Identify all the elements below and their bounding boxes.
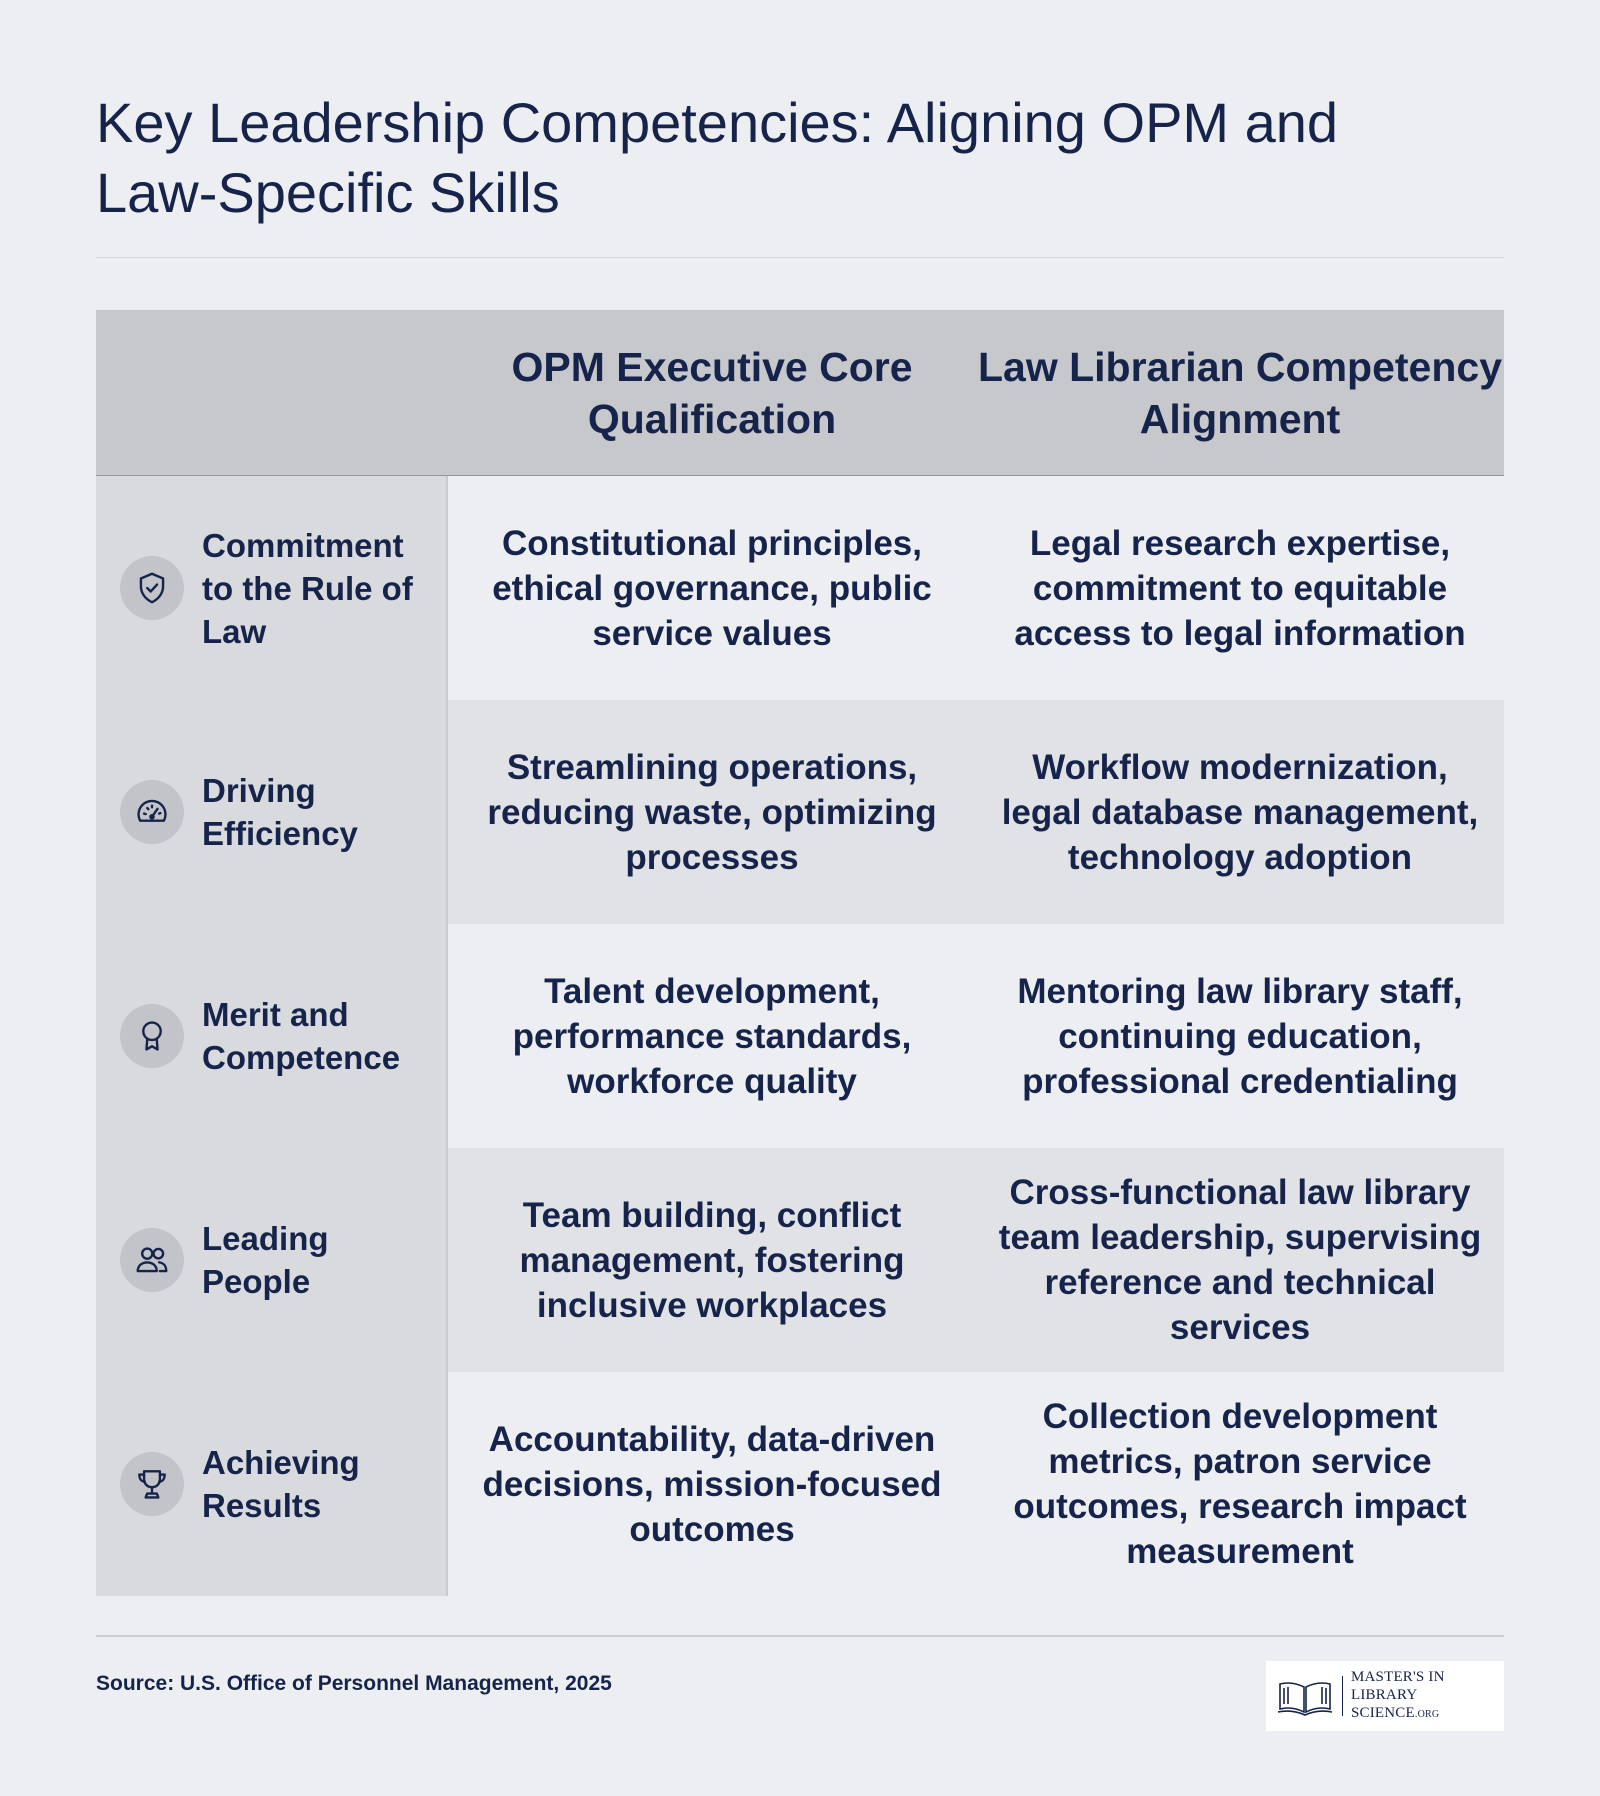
site-logo[interactable]: MASTER'S IN LIBRARY SCIENCE.ORG [1266,1661,1504,1731]
row-label: Leading People [202,1220,329,1300]
speedometer-icon [120,780,184,844]
page-title: Key Leadership Competencies: Aligning OP… [96,91,1339,224]
row-label: Driving Efficiency [202,772,358,852]
logo-wordmark: MASTER'S IN LIBRARY SCIENCE.ORG [1351,1668,1504,1724]
table-row: Merit and Competence Talent development,… [96,924,1504,1148]
logo-line-2: LIBRARY SCIENCE [1350,1687,1417,1721]
law-cell: Mentoring law library staff, continuing … [976,924,1504,1148]
table-header: OPM Executive Core Qualification Law Lib… [96,310,1504,476]
row-label-cell: Driving Efficiency [96,700,448,924]
row-label-cell: Leading People [96,1148,448,1372]
header-law-librarian: Law Librarian Competency Alignment [977,343,1502,442]
logo-line-1: MASTER'S IN [1350,1669,1445,1685]
law-cell: Collection development metrics, patron s… [976,1372,1504,1596]
opm-cell: Talent development, performance standard… [448,924,976,1148]
people-icon [120,1228,184,1292]
law-cell: Legal research expertise, commitment to … [976,476,1504,700]
title-divider [96,257,1504,258]
header-opm: OPM Executive Core Qualification [511,343,913,442]
logo-divider [1342,1676,1343,1716]
award-ribbon-icon [120,1004,184,1068]
table-row: Achieving Results Accountability, data-d… [96,1372,1504,1596]
shield-check-icon [120,556,184,620]
row-label-cell: Commitment to the Rule of Law [96,476,448,700]
opm-cell: Streamlining operations, reducing waste,… [448,700,976,924]
competency-table: OPM Executive Core Qualification Law Lib… [96,310,1504,1596]
table-row: Leading People Team building, conflict m… [96,1148,1504,1372]
opm-cell: Team building, conflict management, fost… [448,1148,976,1372]
source-note: Source: U.S. Office of Personnel Managem… [96,1672,612,1695]
row-label: Commitment to the Rule of Law [202,526,413,650]
footer-divider [96,1635,1504,1637]
law-cell: Cross-functional law library team leader… [976,1148,1504,1372]
table-row: Commitment to the Rule of Law Constituti… [96,476,1504,700]
row-label: Merit and Competence [202,996,401,1076]
trophy-icon [120,1452,184,1516]
opm-cell: Constitutional principles, ethical gover… [448,476,976,700]
row-label: Achieving Results [202,1444,360,1524]
header-empty-cell [96,310,448,475]
row-label-cell: Achieving Results [96,1372,448,1596]
logo-suffix: .ORG [1414,1709,1440,1720]
row-label-cell: Merit and Competence [96,924,448,1148]
opm-cell: Accountability, data-driven decisions, m… [448,1372,976,1596]
table-row: Driving Efficiency Streamlining operatio… [96,700,1504,924]
open-book-icon [1277,1682,1333,1716]
law-cell: Workflow modernization, legal database m… [976,700,1504,924]
